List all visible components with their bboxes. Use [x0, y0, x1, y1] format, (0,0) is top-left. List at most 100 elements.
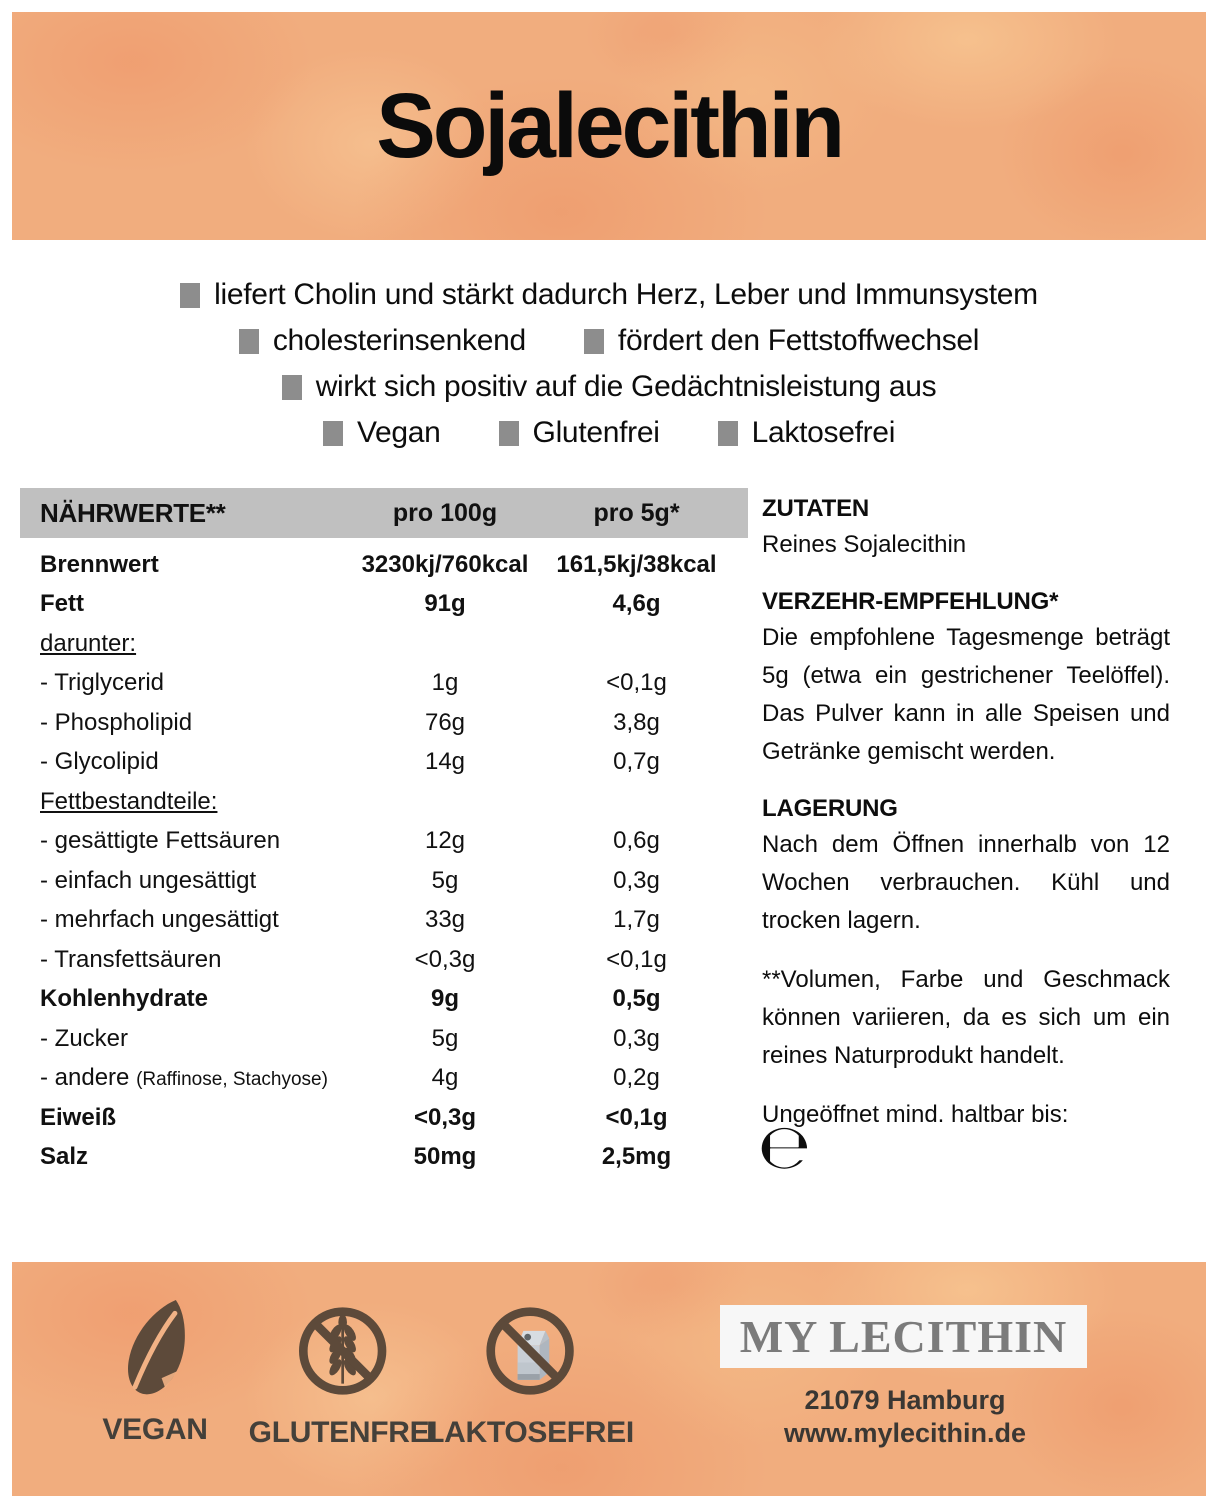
value-per-100g: 33g [424, 906, 466, 934]
brand-box: MY LECITHIN [720, 1305, 1087, 1368]
bullet-square-icon [717, 420, 738, 446]
value-per-100g: 91g [424, 590, 466, 618]
benefit-line: cholesterinsenkend fördert den Fettstoff… [0, 318, 1218, 364]
benefit-item: cholesterinsenkend [238, 324, 526, 358]
table-row: - Transfettsäuren <0,3g <0,1g [20, 940, 748, 980]
address-website: www.mylecithin.de [783, 1418, 1027, 1448]
table-row: Brennwert 3230kj/760kcal 161,5kj/38kcal [20, 545, 748, 585]
table-row: Kohlenhydrate 9g 0,5g [20, 980, 748, 1020]
value-per-100g: 3230kj/760kcal [361, 550, 529, 578]
benefit-text: Vegan [356, 416, 441, 449]
value-per-5g: <0,1g [606, 669, 667, 697]
nutrition-table-header: NÄHRWERTE** pro 100g pro 5g* [20, 488, 748, 538]
value-per-5g: <0,1g [605, 1103, 668, 1131]
estimated-sign-icon: ℮ [758, 1110, 811, 1183]
nutrient-label: Fett [40, 590, 84, 618]
badge-laktosefrei: LAKTOSEFREI [426, 1303, 634, 1450]
product-title: Sojalecithin [376, 74, 845, 177]
nutrient-label: - mehrfach ungesättigt [40, 906, 279, 934]
nutrient-label: - andere (Raffinose, Stachyose) [20, 1064, 345, 1092]
value-per-100g: <0,3g [414, 945, 476, 973]
value-per-5g: 161,5kj/38kcal [556, 550, 717, 578]
nature-note-text: **Volumen, Farbe und Geschmack können va… [762, 966, 1170, 1069]
verzehr-heading: VERZEHR-EMPFEHLUNG* [762, 588, 1059, 615]
brand-address: 21079 Hamburg www.mylecithin.de [784, 1384, 1026, 1450]
table-row: - Triglycerid 1g <0,1g [20, 664, 748, 704]
benefit-text: Laktosefrei [751, 416, 896, 449]
table-row: - Phospholipid 76g 3,8g [20, 703, 748, 743]
value-per-5g: 3,8g [613, 708, 660, 736]
value-per-100g: 50mg [413, 1143, 477, 1171]
value-per-5g: 2,5mg [601, 1143, 672, 1171]
value-per-5g: 0,3g [613, 866, 660, 894]
value-per-100g: 12g [424, 827, 466, 855]
value-per-5g: 0,5g [612, 985, 661, 1013]
nutrient-label: - einfach ungesättigt [40, 866, 257, 894]
nutrition-table-body: Brennwert 3230kj/760kcal 161,5kj/38kcal Fe… [20, 545, 748, 1177]
nutrition-table: NÄHRWERTE** pro 100g pro 5g* Brennwert 32… [20, 488, 748, 1177]
footer-banner: VEGAN GLUTENFREI [12, 1262, 1206, 1496]
nutrient-label: Brennwert [40, 550, 159, 578]
title-banner: Sojalecithin [12, 12, 1206, 240]
benefit-text: cholesterinsenkend [272, 324, 526, 357]
nutrient-label: Eiweiß [40, 1103, 117, 1131]
column-header-per-100g: pro 100g [392, 498, 498, 527]
nutrient-label: Kohlenhydrate [40, 985, 209, 1013]
benefit-item: Glutenfrei [498, 416, 660, 450]
table-row: Fettbestandteile: [20, 782, 748, 822]
benefit-text: wirkt sich positiv auf die Gedächtnislei… [315, 370, 937, 403]
nutrient-label: - Transfettsäuren [40, 945, 222, 973]
table-row: - mehrfach ungesättigt 33g 1,7g [20, 901, 748, 941]
badge-vegan: VEGAN [102, 1296, 208, 1447]
verzehr-text: Die empfohlene Tagesmenge beträgt 5g (et… [762, 624, 1170, 765]
benefit-item: fördert den Fettstoffwechsel [583, 324, 980, 358]
value-per-100g: 76g [424, 708, 466, 736]
table-row: Salz 50mg 2,5mg [20, 1138, 748, 1178]
bullet-square-icon [180, 282, 201, 308]
nutrient-group-label: darunter: [40, 629, 137, 657]
badge-glutenfrei-label: GLUTENFREI [248, 1416, 438, 1449]
zutaten-heading: ZUTATEN [762, 495, 870, 522]
brand-name: MY LECITHIN [739, 1311, 1068, 1362]
bullet-square-icon [498, 420, 519, 446]
bullet-square-icon [322, 420, 343, 446]
value-per-5g: 0,3g [613, 1024, 660, 1052]
benefit-text: fördert den Fettstoffwechsel [617, 324, 980, 357]
bullet-square-icon [238, 328, 259, 354]
address-city: 21079 Hamburg [804, 1385, 1006, 1415]
value-per-5g: 0,2g [613, 1064, 660, 1092]
table-row: - Glycolipid 14g 0,7g [20, 743, 748, 783]
nutrient-group-label: Fettbestandteile: [40, 787, 218, 815]
lagerung-heading: LAGERUNG [762, 795, 898, 822]
nutrient-label: - Phospholipid [40, 708, 193, 736]
table-row: - gesättigte Fettsäuren 12g 0,6g [20, 822, 748, 862]
table-row: - Zucker 5g 0,3g [20, 1019, 748, 1059]
nutrient-label-text: - andere [40, 1064, 130, 1092]
haltbar-text: Ungeöffnet mind. haltbar bis: [762, 1101, 1069, 1128]
value-per-100g: 14g [424, 748, 466, 776]
benefit-text: liefert Cholin und stärkt dadurch Herz, … [214, 278, 1038, 311]
benefit-item: wirkt sich positiv auf die Gedächtnislei… [281, 370, 937, 404]
bullet-square-icon [583, 328, 604, 354]
benefit-line: Vegan Glutenfrei Laktosefrei [0, 410, 1218, 456]
benefit-item: liefert Cholin und stärkt dadurch Herz, … [180, 278, 1038, 312]
benefits-list: liefert Cholin und stärkt dadurch Herz, … [0, 272, 1218, 456]
vegan-leaf-icon [127, 1299, 185, 1395]
value-per-5g: 0,7g [613, 748, 660, 776]
info-column: ZUTATEN Reines Sojalecithin VERZEHR-EMPF… [762, 492, 1170, 1134]
nutrient-label-note: (Raffinose, Stachyose) [136, 1069, 328, 1091]
value-per-5g: 0,6g [613, 827, 660, 855]
table-row: Eiweiß <0,3g <0,1g [20, 1098, 748, 1138]
table-row: - einfach ungesättigt 5g 0,3g [20, 861, 748, 901]
benefit-item: Vegan [322, 416, 441, 450]
nutrient-label: - Glycolipid [40, 748, 159, 776]
benefit-line: wirkt sich positiv auf die Gedächtnislei… [0, 364, 1218, 410]
benefit-text: Glutenfrei [532, 416, 660, 449]
value-per-100g: 1g [431, 669, 459, 697]
no-lactose-icon [486, 1307, 574, 1395]
lagerung-text: Nach dem Öffnen innerhalb von 12 Wochen … [762, 831, 1170, 934]
badge-laktosefrei-label: LAKTOSEFREI [426, 1416, 634, 1449]
value-per-100g: 5g [431, 866, 459, 894]
value-per-100g: 5g [431, 1024, 459, 1052]
